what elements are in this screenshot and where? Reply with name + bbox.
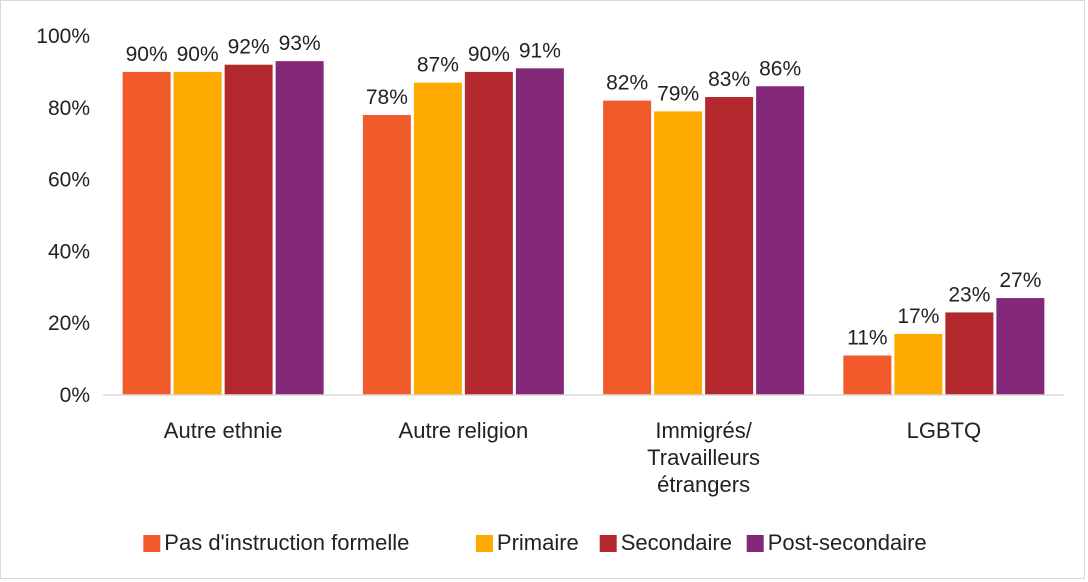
bar (173, 71, 222, 396)
bar (945, 312, 994, 395)
data-label: 11% (847, 327, 887, 350)
legend-swatch (599, 535, 617, 552)
bar (464, 71, 513, 396)
data-label: 87% (417, 54, 459, 77)
data-label: 79% (657, 82, 699, 105)
y-tick-label: 0% (60, 384, 90, 407)
bar (275, 61, 324, 395)
y-tick-label: 100% (36, 25, 90, 48)
x-tick-label: Immigrés/Travailleurs étrangers (647, 418, 760, 497)
legend-label: Post-secondaire (768, 530, 927, 555)
bar (413, 82, 462, 396)
y-axis: 0% 20% 40% 60% 80% 100% (36, 25, 90, 407)
bar (654, 111, 703, 395)
bar (122, 71, 171, 396)
data-labels: 90% 90% 92% 93% 78% 87% 90% 91% 82% 79% 83% 86% 11% 1… (126, 32, 1042, 349)
y-tick-label: 60% (48, 169, 90, 192)
x-tick-line: LGBTQ (907, 418, 982, 443)
data-label: 93% (279, 32, 321, 55)
x-tick-line: Autre religion (399, 418, 529, 443)
data-label: 90% (468, 43, 510, 66)
legend-label: Secondaire (621, 530, 732, 555)
bars (122, 61, 1045, 396)
legend-label: Pas d'instruction formelle (164, 530, 409, 555)
bar (843, 355, 892, 395)
bar (996, 298, 1045, 395)
data-label: 83% (708, 68, 750, 91)
y-tick-label: 40% (48, 240, 90, 263)
legend-swatch (143, 535, 161, 552)
y-tick-label: 20% (48, 312, 90, 335)
x-tick-label: Autre ethnie (164, 418, 283, 443)
bar (362, 114, 411, 395)
bar (756, 86, 805, 395)
x-tick-label: Autre religion (399, 418, 529, 443)
data-label: 92% (228, 36, 270, 59)
bar (224, 64, 273, 395)
y-tick-label: 80% (48, 97, 90, 120)
bar (705, 97, 754, 395)
data-label: 90% (177, 43, 219, 66)
legend-swatch (475, 535, 493, 552)
x-tick-line: étrangers (657, 472, 750, 497)
legend-label: Primaire (497, 530, 579, 555)
bar (603, 100, 652, 396)
data-label: 27% (999, 269, 1041, 292)
data-label: 91% (519, 39, 561, 62)
x-tick-line: Immigrés/ (655, 418, 752, 443)
legend-swatch (746, 535, 764, 552)
legend: Pas d'instruction formelle Primaire Second… (143, 530, 927, 555)
data-label: 82% (606, 72, 648, 95)
x-axis: Autre ethnie Autre religion Immigrés/Trava… (164, 418, 981, 497)
x-tick-line: Autre ethnie (164, 418, 283, 443)
bar (894, 333, 943, 395)
x-tick-line: Travailleurs (647, 445, 760, 470)
data-label: 90% (126, 43, 168, 66)
bar (515, 68, 564, 395)
data-label: 86% (759, 57, 801, 80)
data-label: 17% (897, 305, 939, 328)
data-label: 23% (948, 283, 990, 306)
data-label: 78% (366, 86, 408, 109)
x-tick-label: LGBTQ (907, 418, 982, 443)
